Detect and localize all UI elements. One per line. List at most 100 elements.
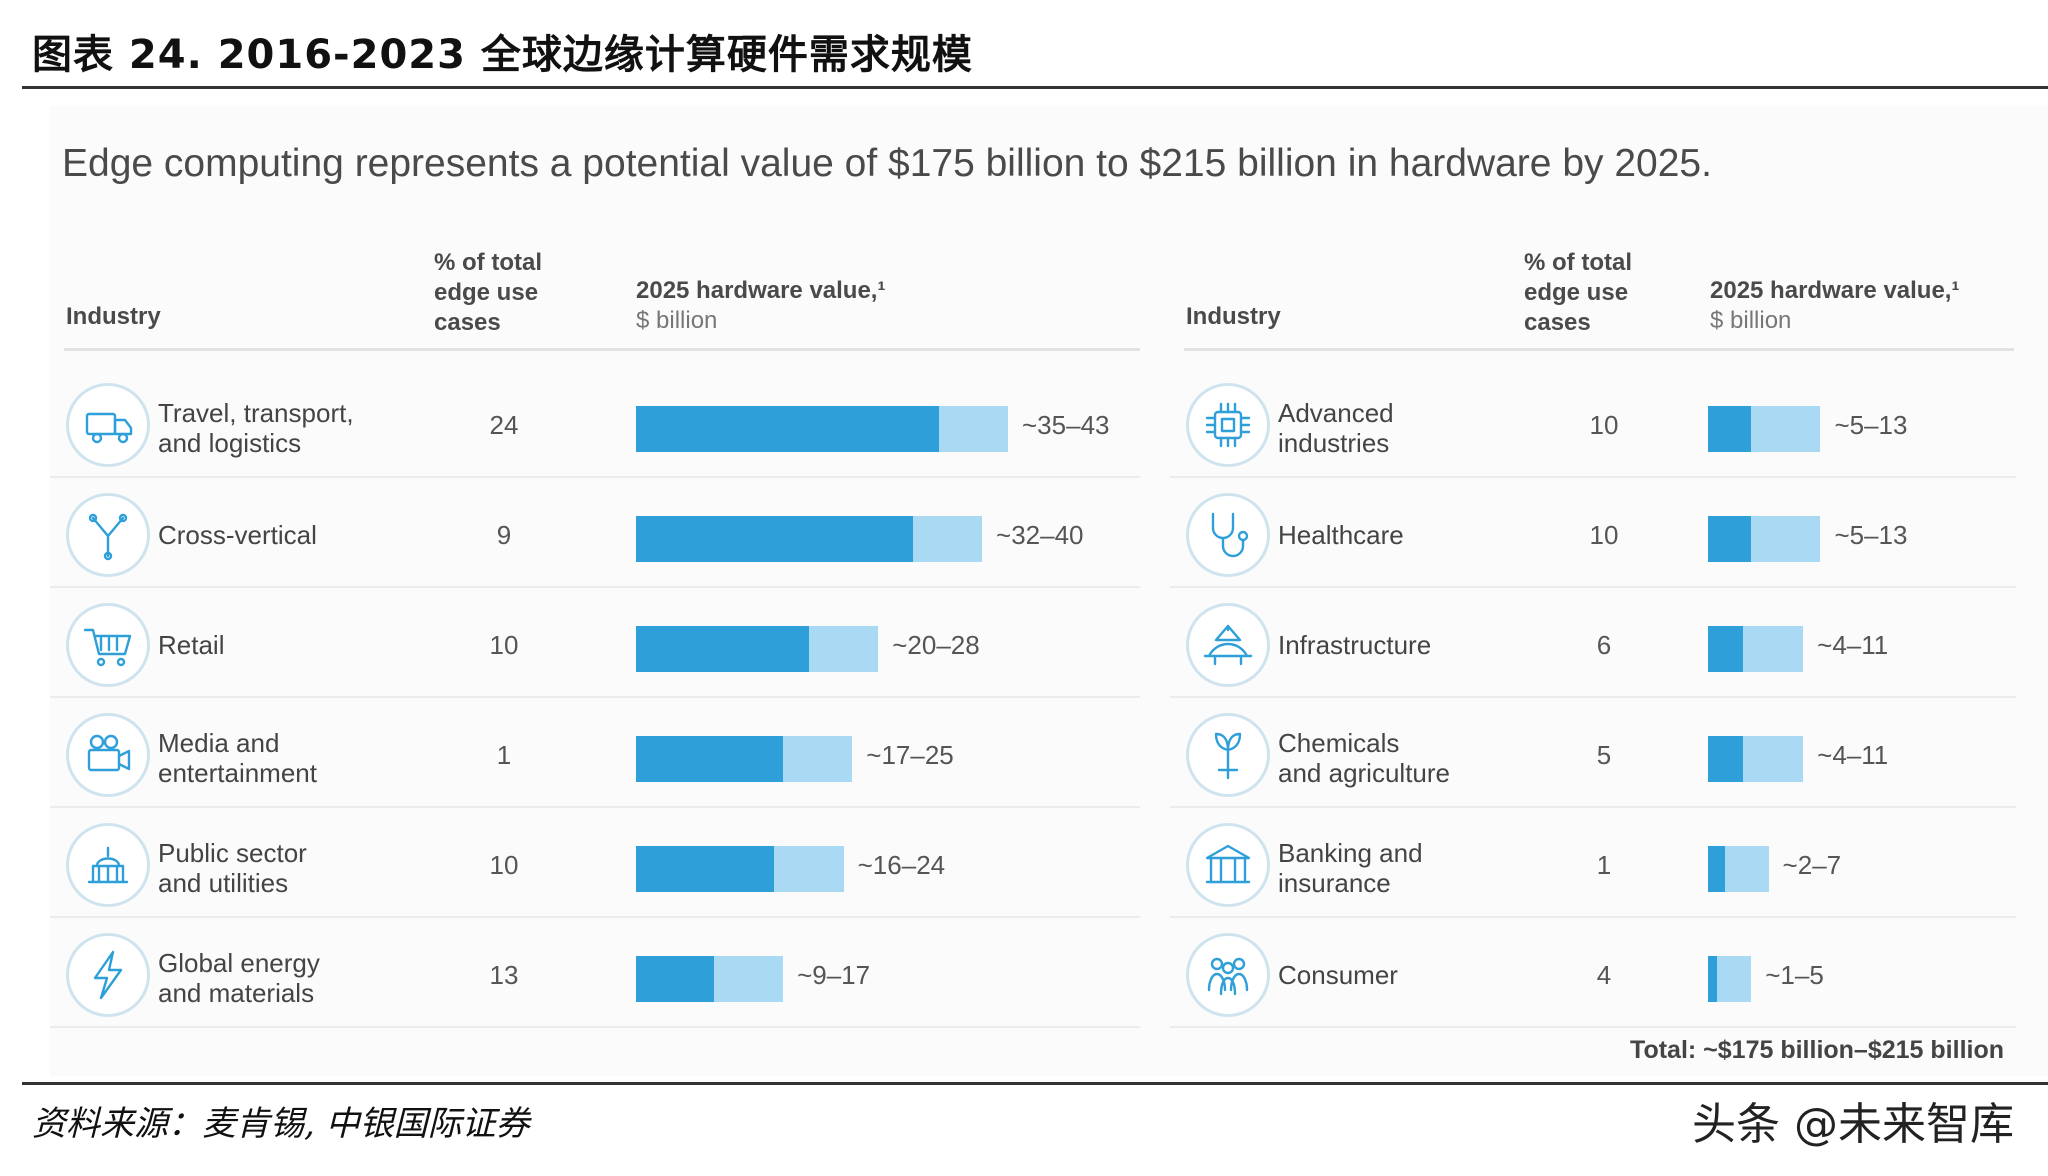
pct-value: 24 [489, 410, 519, 440]
header-rule [64, 348, 1140, 351]
value-label: ~9–17 [797, 960, 871, 990]
industry-label: Travel, transport, and logistics [158, 398, 354, 458]
video-camera-icon [66, 713, 150, 797]
value-header-unit: $ billion [636, 307, 718, 334]
pct-header: % of total edge use cases [1524, 249, 1632, 336]
row-divider [50, 1026, 1140, 1028]
bank-icon [1186, 823, 1270, 907]
industry-label: Advanced industries [1278, 398, 1394, 458]
table-row: Advanced industries 10 ~5–13 [1170, 368, 2016, 478]
pct-value: 10 [1589, 520, 1619, 550]
industry-label: Banking and insurance [1278, 838, 1423, 898]
pct-value: 10 [489, 630, 519, 660]
value-label: ~4–11 [1817, 630, 1889, 660]
industry-label: Media and entertainment [158, 728, 317, 788]
plant-icon [1186, 713, 1270, 797]
bar-low [1708, 516, 1752, 562]
table-row: Public sector and utilities 10 ~16–24 [50, 808, 1140, 918]
industry-header: Industry [66, 303, 161, 330]
row-divider [50, 696, 1140, 698]
pct-value: 10 [1589, 410, 1619, 440]
table-row: Banking and insurance 1 ~2–7 [1170, 808, 2016, 918]
value-label: ~20–28 [892, 630, 980, 660]
value-label: ~1–5 [1765, 960, 1824, 990]
table-row: Consumer 4 ~1–5 [1170, 918, 2016, 1028]
table-row: Chemicals and agriculture 5 ~4–11 [1170, 698, 2016, 808]
people-group-icon [1186, 933, 1270, 1017]
industry-label: Chemicals and agriculture [1278, 728, 1450, 788]
bar-low [1708, 846, 1726, 892]
truck-icon [66, 383, 150, 467]
industry-label: Public sector and utilities [158, 838, 307, 898]
industry-label: Global energy and materials [158, 948, 320, 1008]
industry-label: Cross-vertical [158, 520, 317, 550]
industry-label: Infrastructure [1278, 630, 1432, 660]
right-chart: Industry % of total edge use cases 2025 … [1118, 240, 2048, 1028]
industry-header: Industry [1186, 303, 1281, 330]
microchip-icon [1186, 383, 1270, 467]
value-label: ~5–13 [1834, 520, 1908, 550]
bottom-divider [22, 1082, 2048, 1085]
value-header-title: 2025 hardware value,¹ [1710, 277, 1960, 304]
bar-low [636, 626, 810, 672]
value-header-unit: $ billion [1710, 307, 1792, 334]
row-divider [50, 916, 1140, 918]
row-divider [1170, 916, 2016, 918]
table-row: Media and entertainment 1 ~17–25 [50, 698, 1140, 808]
value-label: ~17–25 [866, 740, 954, 770]
header-rule [1184, 348, 2014, 351]
industry-label: Healthcare [1278, 520, 1404, 550]
value-label: ~32–40 [996, 520, 1084, 550]
bar-low [636, 516, 913, 562]
value-label: ~4–11 [1817, 740, 1889, 770]
figure-title: 图表 24. 2016-2023 全球边缘计算硬件需求规模 [32, 32, 973, 78]
row-divider [1170, 476, 2016, 478]
shopping-cart-icon [66, 603, 150, 687]
table-row: Infrastructure 6 ~4–11 [1170, 588, 2016, 698]
network-fork-icon [66, 493, 150, 577]
pct-header: % of total edge use cases [434, 249, 542, 336]
bar-low [636, 846, 775, 892]
pct-value: 10 [489, 850, 519, 880]
pct-value: 1 [1596, 850, 1612, 880]
capitol-building-icon [66, 823, 150, 907]
bar-low [1708, 956, 1717, 1002]
pct-value: 9 [496, 520, 512, 550]
bridge-icon [1186, 603, 1270, 687]
industry-label: Consumer [1278, 960, 1398, 990]
pct-value: 13 [489, 960, 519, 990]
pct-value: 1 [496, 740, 512, 770]
row-divider [50, 586, 1140, 588]
value-label: ~16–24 [857, 850, 946, 880]
table-row: Healthcare 10 ~5–13 [1170, 478, 2016, 588]
lightning-bolt-icon [66, 933, 150, 1017]
total-note: Total: ~$175 billion–$215 billion [1630, 1036, 2004, 1064]
value-label: ~35–43 [1022, 410, 1110, 440]
value-label: ~5–13 [1834, 410, 1908, 440]
table-row: Retail 10 ~20–28 [50, 588, 1140, 698]
stethoscope-icon [1186, 493, 1270, 577]
row-divider [1170, 806, 2016, 808]
source-note: 资料来源：麦肯锡, 中银国际证券 [32, 1104, 530, 1144]
bar-low [636, 406, 939, 452]
bar-low [1708, 626, 1743, 672]
top-divider [22, 86, 2048, 89]
bar-low [1708, 406, 1752, 452]
pct-value: 6 [1596, 630, 1612, 660]
table-row: Global energy and materials 13 ~9–17 [50, 918, 1140, 1028]
bar-low [636, 736, 784, 782]
table-row: Cross-vertical 9 ~32–40 [50, 478, 1140, 588]
value-label: ~2–7 [1782, 850, 1842, 880]
row-divider [1170, 696, 2016, 698]
row-divider [50, 476, 1140, 478]
value-header: 2025 hardware value,¹ $ billion [636, 276, 885, 336]
industry-label: Retail [158, 630, 225, 660]
bar-low [636, 956, 714, 1002]
table-row: Travel, transport, and logistics 24 ~35–43 [50, 368, 1140, 478]
value-header-title: 2025 hardware value,¹ [636, 277, 886, 304]
row-divider [1170, 586, 2016, 588]
chart-panel [50, 106, 2048, 1076]
pct-value: 5 [1596, 740, 1612, 770]
chart-headline: Edge computing represents a potential va… [62, 142, 1712, 185]
bar-low [1708, 736, 1743, 782]
